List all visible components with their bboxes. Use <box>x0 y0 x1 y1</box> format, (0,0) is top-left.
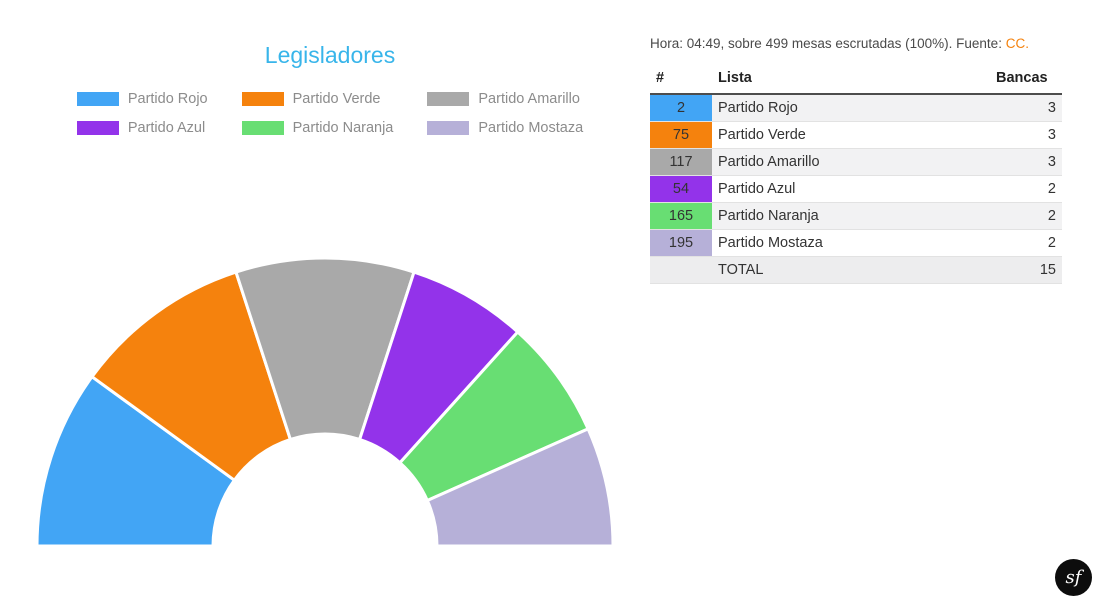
chart-panel: Legisladores Partido Rojo Partido Verde Pa… <box>0 0 660 136</box>
status-note: Hora: 04:49, sobre 499 mesas escrutadas … <box>650 36 1062 51</box>
results-panel: Hora: 04:49, sobre 499 mesas escrutadas … <box>650 36 1062 284</box>
legend-item: Partido Mostaza <box>427 120 583 136</box>
table-row: 54 Partido Azul 2 <box>650 175 1062 203</box>
legend-swatch <box>427 92 470 106</box>
party-seats-cell: 2 <box>990 229 1062 257</box>
total-row: TOTAL 15 <box>650 256 1062 284</box>
legend-swatch <box>241 121 284 135</box>
party-name-cell: Partido Azul <box>712 175 990 203</box>
col-header-num: # <box>650 64 712 95</box>
hemicycle-chart <box>25 250 635 550</box>
total-empty-cell <box>650 256 712 284</box>
party-seats-cell: 3 <box>990 94 1062 122</box>
results-table: # Lista Bancas 2 Partido Rojo 3 75 Partido V… <box>650 64 1062 284</box>
party-name-cell: Partido Naranja <box>712 202 990 230</box>
legend-item: Partido Azul <box>76 120 208 136</box>
legend-label: Partido Amarillo <box>478 91 580 107</box>
party-number-cell: 195 <box>650 229 712 257</box>
party-name-cell: Partido Mostaza <box>712 229 990 257</box>
party-number-cell: 165 <box>650 202 712 230</box>
party-number-cell: 2 <box>650 94 712 122</box>
table-row: 165 Partido Naranja 2 <box>650 202 1062 230</box>
table-row: 2 Partido Rojo 3 <box>650 94 1062 122</box>
legend-label: Partido Rojo <box>127 91 208 107</box>
legend-swatch <box>427 121 470 135</box>
table-row: 117 Partido Amarillo 3 <box>650 148 1062 176</box>
party-number-cell: 75 <box>650 121 712 149</box>
party-number-cell: 117 <box>650 148 712 176</box>
table-row: 75 Partido Verde 3 <box>650 121 1062 149</box>
results-table-body: 2 Partido Rojo 3 75 Partido Verde 3 117 Partido… <box>650 94 1062 284</box>
sf-logo: sf <box>1055 559 1092 596</box>
party-name-cell: Partido Amarillo <box>712 148 990 176</box>
source-link[interactable]: CC. <box>1005 36 1029 51</box>
party-name-cell: Partido Rojo <box>712 94 990 122</box>
col-header-bancas: Bancas <box>990 64 1062 95</box>
legend-swatch <box>76 92 119 106</box>
legend-swatch <box>76 121 119 135</box>
chart-segment <box>425 426 615 548</box>
hemicycle-svg <box>35 256 615 548</box>
status-note-text: Hora: 04:49, sobre 499 mesas escrutadas … <box>650 36 1006 51</box>
party-seats-cell: 2 <box>990 175 1062 203</box>
legend-label: Partido Mostaza <box>478 120 584 136</box>
legend: Partido Rojo Partido Verde Partido Amarill… <box>0 91 660 136</box>
legend-swatch <box>241 92 284 106</box>
col-header-lista: Lista <box>712 64 990 95</box>
legend-item: Partido Amarillo <box>427 91 583 107</box>
table-row: 195 Partido Mostaza 2 <box>650 229 1062 257</box>
total-label-cell: TOTAL <box>712 256 990 284</box>
legend-label: Partido Verde <box>292 91 381 107</box>
table-header-row: # Lista Bancas <box>650 64 1062 95</box>
party-seats-cell: 2 <box>990 202 1062 230</box>
legend-item: Partido Naranja <box>241 120 394 136</box>
sf-logo-text: sf <box>1065 567 1082 588</box>
chart-segment <box>234 256 416 442</box>
chart-title: Legisladores <box>264 42 396 68</box>
legend-label: Partido Azul <box>127 120 206 136</box>
legend-item: Partido Rojo <box>76 91 208 107</box>
party-seats-cell: 3 <box>990 148 1062 176</box>
total-value-cell: 15 <box>990 256 1062 284</box>
chart-segment <box>35 374 237 548</box>
party-seats-cell: 3 <box>990 121 1062 149</box>
party-number-cell: 54 <box>650 175 712 203</box>
legend-label: Partido Naranja <box>292 120 394 136</box>
party-name-cell: Partido Verde <box>712 121 990 149</box>
chart-segment <box>89 270 293 483</box>
legend-item: Partido Verde <box>241 91 394 107</box>
